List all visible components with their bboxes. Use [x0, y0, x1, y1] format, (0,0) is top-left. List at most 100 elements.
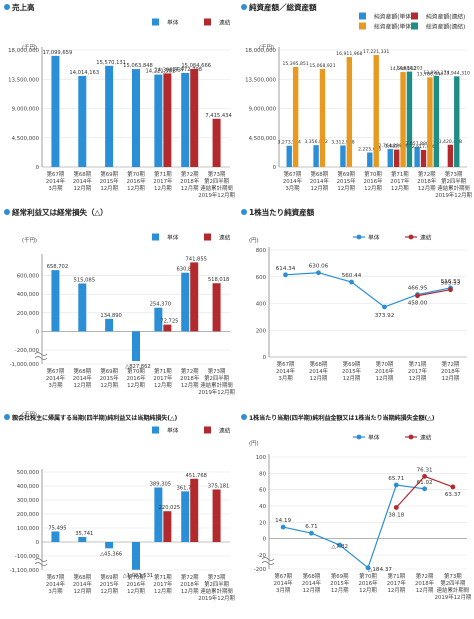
data-label: 13,944,310 [444, 70, 470, 76]
y-tick-label: 200 [256, 328, 267, 334]
legend-label: 連結 [219, 427, 231, 435]
x-tick-label: 2014年 [309, 367, 329, 375]
data-label: 2,617,826 [412, 144, 435, 150]
x-tick-label: 12月期 [100, 588, 118, 595]
data-label: 630.06 [309, 264, 329, 270]
x-tick-label: 第69期 [337, 170, 355, 178]
y-tick-label: 100 [256, 455, 267, 461]
data-label: 614.34 [276, 266, 296, 272]
x-tick-label: 2015年 [100, 177, 120, 185]
y-tick-label: 9,000,000 [12, 107, 40, 113]
x-tick-label: 第2四半期 [204, 177, 229, 185]
legend-label: 純資産額(単体) [374, 13, 413, 21]
x-tick-label: 2017年 [153, 580, 173, 588]
x-tick-label: 12月期 [127, 185, 145, 192]
x-tick-label: 2018年 [441, 367, 461, 375]
x-tick-label: 12月期 [359, 587, 377, 594]
bar [373, 55, 379, 167]
y-tick-label: 500,000 [17, 470, 40, 476]
data-label: △1,083,531 [123, 573, 153, 579]
x-tick-label: 第70期 [127, 573, 145, 581]
x-tick-label: 12月期 [181, 382, 199, 389]
x-tick-label: 2018年 [415, 579, 435, 587]
x-tick-label: 第70期 [359, 572, 377, 580]
data-label: 220,025 [159, 505, 180, 511]
x-tick-label: 3月期 [276, 587, 290, 594]
legend-label: 総資産額(単体) [374, 23, 413, 31]
x-tick-label: 第72期 [181, 170, 199, 178]
x-tick-label: 2017年 [387, 579, 407, 587]
x-tick-label: 12月期 [100, 382, 118, 389]
legend-label: 純資産額(連結) [426, 13, 465, 21]
x-tick-label: 2014年 [283, 177, 303, 185]
x-tick-label: 12月期 [337, 185, 355, 192]
x-tick-label: 2017年 [390, 177, 410, 185]
title-dot-icon [241, 4, 247, 10]
x-tick-label: 第68期 [73, 573, 91, 581]
y-tick-label: -200 [254, 567, 267, 573]
x-tick-label: 12月期 [73, 185, 91, 192]
legend-label: 単体 [167, 427, 179, 435]
data-label: △45,366 [100, 551, 122, 557]
bar [78, 283, 87, 332]
y-tick-label: 0 [273, 165, 277, 171]
x-tick-label: 2014年 [73, 177, 93, 185]
y-tick-label: -1,000,000 [10, 362, 40, 368]
x-tick-label: 2018年 [180, 580, 200, 588]
bar [154, 74, 163, 167]
x-tick-label: 第69期 [331, 572, 349, 580]
x-tick-label: 2015年 [330, 579, 350, 587]
data-point [316, 270, 321, 276]
x-tick-label: 3月期 [278, 375, 292, 382]
x-tick-label: 第70期 [127, 170, 145, 178]
series-line [285, 272, 451, 308]
x-tick-label: 3月期 [48, 382, 62, 389]
y-tick-label: 400,000 [17, 292, 40, 298]
x-tick-label: 2016年 [375, 367, 395, 375]
x-tick-label: 12月期 [100, 185, 118, 192]
legend-swatch [152, 426, 159, 434]
data-point [448, 287, 453, 293]
x-tick-label: 連結累計期間 [200, 381, 232, 389]
bar [154, 307, 163, 332]
x-tick-label: 2018年 [180, 177, 200, 185]
data-label: 13,999,174 [423, 70, 449, 76]
y-tick-label: 200,000 [17, 512, 40, 518]
x-tick-label: 第68期 [73, 367, 91, 375]
data-label: 630,885 [176, 267, 197, 273]
data-point [283, 272, 288, 278]
unit-label: (千円) [259, 43, 274, 51]
y-tick-label: 18,000,000 [8, 48, 39, 54]
x-tick-label: 2015年 [342, 367, 362, 375]
data-point [349, 279, 354, 285]
y-tick-label: -200,000 [15, 348, 40, 354]
bar [181, 491, 190, 542]
x-tick-label: 第71期 [154, 367, 172, 375]
bar [105, 542, 114, 549]
x-tick-label: 第73期 [208, 170, 226, 178]
x-tick-label: 2016年 [126, 374, 146, 382]
data-label: 515,085 [74, 277, 95, 283]
x-tick-label: 2016年 [363, 177, 383, 185]
data-label: 3,273,514 [278, 140, 301, 146]
data-label: 389,305 [150, 481, 171, 487]
bar [163, 511, 172, 542]
data-label: 14,014,163 [69, 70, 99, 76]
data-label: 451,768 [185, 473, 206, 479]
data-point [422, 486, 427, 492]
x-tick-label: 12月期 [442, 375, 460, 382]
x-tick-label: 2014年 [46, 374, 66, 382]
data-label: 14,680,203 [396, 66, 422, 72]
data-point [280, 524, 286, 530]
chart-panel-assets: 純資産額／総資産額 (千円) 0 4,500,000 9,000,000 13,500,… [241, 2, 473, 202]
data-label: 38.18 [388, 512, 404, 518]
legend-label: 連結 [219, 234, 231, 242]
x-tick-label: 2019年12月期 [198, 191, 235, 199]
legend-swatch [152, 233, 159, 241]
data-label: 14.19 [275, 518, 291, 524]
x-tick-label: 12月期 [127, 588, 145, 595]
data-label: 15,084,666 [181, 63, 211, 69]
y-tick-label: 20 [259, 520, 266, 526]
x-tick-label: 2015年 [100, 374, 120, 382]
data-label: 503.33 [441, 281, 461, 287]
